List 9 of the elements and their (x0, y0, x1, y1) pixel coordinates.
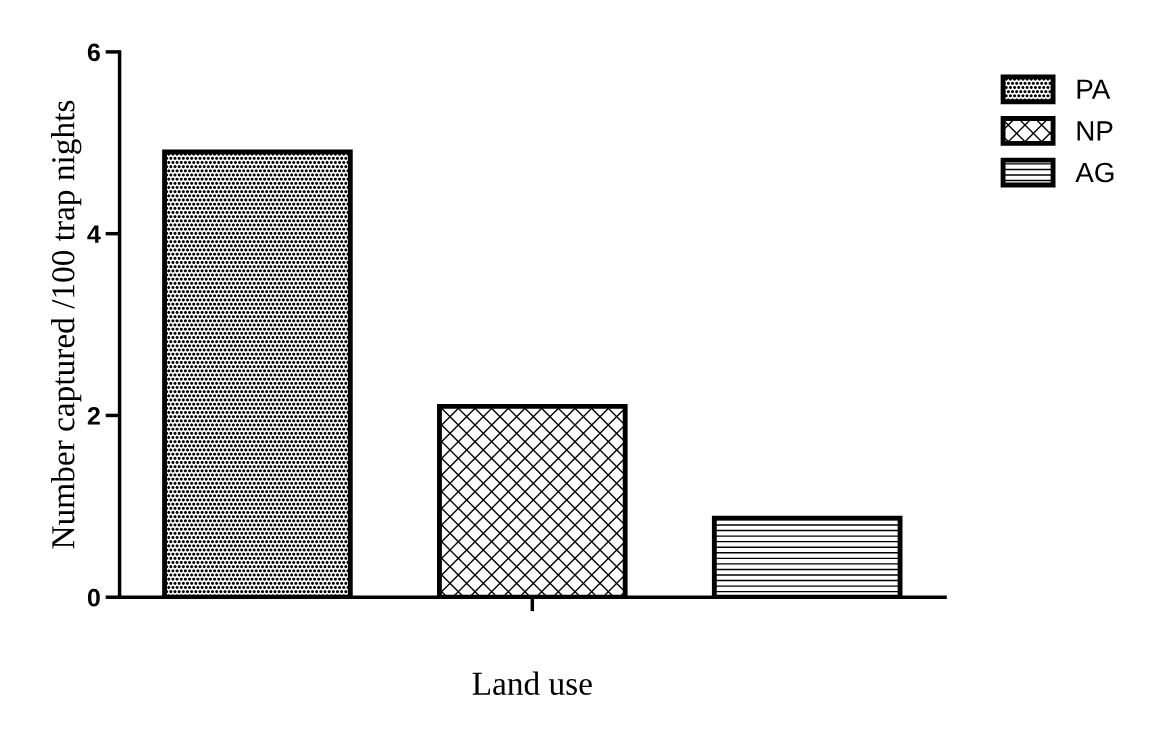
legend-label: AG (1075, 162, 1114, 183)
y-tick-label: 6 (87, 43, 100, 62)
y-tick-label: 0 (87, 588, 100, 607)
y-tick-label: 4 (87, 225, 101, 243)
legend-label: NP (1077, 121, 1113, 141)
x-axis-title: Land use (472, 671, 592, 695)
y-tick-label: 2 (87, 407, 100, 425)
y-axis-title: Number captured /100 trap nights (51, 100, 82, 549)
legend-label: PA (1077, 79, 1111, 99)
